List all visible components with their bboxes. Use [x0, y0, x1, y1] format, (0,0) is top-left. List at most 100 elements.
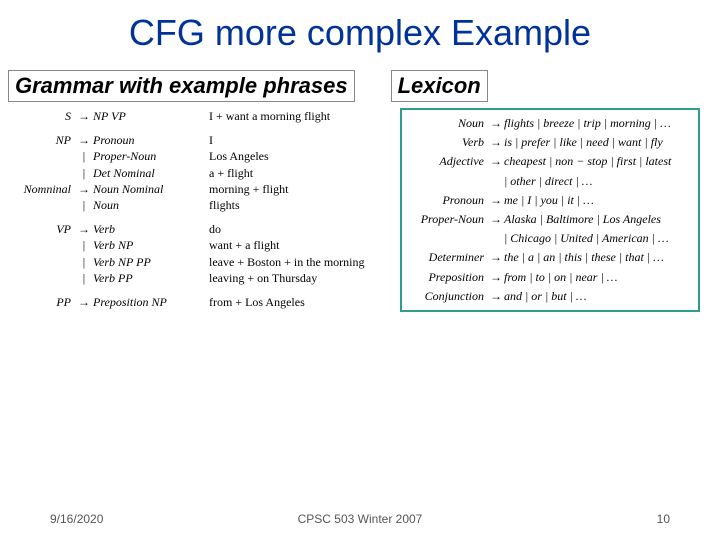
lex-rhs: and | or | but | …: [504, 287, 692, 306]
rule-arrow: |: [75, 237, 93, 253]
rule-example: Los Angeles: [203, 148, 390, 164]
lex-rhs: Alaska | Baltimore | Los Angeles: [504, 210, 692, 229]
lexicon-rule: Proper-Noun→Alaska | Baltimore | Los Ang…: [406, 210, 692, 229]
rule-arrow: |: [75, 148, 93, 164]
lex-lhs: Determiner: [406, 248, 488, 267]
rule-rhs: Verb NP PP: [93, 254, 203, 270]
lex-arrow: →: [488, 133, 504, 152]
rule-rhs: Noun: [93, 197, 203, 213]
rule-rhs: Verb NP: [93, 237, 203, 253]
rule-lhs: S: [10, 108, 75, 124]
rule-example: I: [203, 132, 390, 148]
rule-arrow: |: [75, 270, 93, 286]
lex-lhs: Pronoun: [406, 191, 488, 210]
lex-lhs: [406, 172, 488, 191]
slide-footer: 9/16/2020 CPSC 503 Winter 2007 10: [0, 512, 720, 526]
rule-arrow: →: [75, 181, 93, 197]
grammar-rule: |Det Nominala + flight: [10, 165, 390, 181]
rule-example: do: [203, 221, 390, 237]
lex-rhs: is | prefer | like | need | want | fly: [504, 133, 692, 152]
lex-arrow: [488, 229, 504, 248]
lex-lhs: Proper-Noun: [406, 210, 488, 229]
rule-example: I + want a morning flight: [203, 108, 390, 124]
lexicon-rule: Adjective→cheapest | non − stop | first …: [406, 152, 692, 171]
rule-rhs: Proper-Noun: [93, 148, 203, 164]
grammar-rule: |Nounflights: [10, 197, 390, 213]
grammar-rule: VP→Verbdo: [10, 221, 390, 237]
slide-title: CFG more complex Example: [0, 0, 720, 62]
rule-lhs: [10, 237, 75, 253]
rule-example: flights: [203, 197, 390, 213]
content-area: S→NP VPI + want a morning flightNP→Prono…: [0, 108, 720, 312]
rule-rhs: Pronoun: [93, 132, 203, 148]
lex-arrow: →: [488, 210, 504, 229]
grammar-rule: NP→PronounI: [10, 132, 390, 148]
rule-lhs: [10, 197, 75, 213]
lex-lhs: Adjective: [406, 152, 488, 171]
lex-arrow: [488, 172, 504, 191]
rule-lhs: NP: [10, 132, 75, 148]
footer-date: 9/16/2020: [50, 512, 103, 526]
lex-rhs: | other | direct | …: [504, 172, 692, 191]
lexicon-rule: Conjunction→and | or | but | …: [406, 287, 692, 306]
lex-rhs: cheapest | non − stop | first | latest: [504, 152, 692, 171]
lex-arrow: →: [488, 268, 504, 287]
rule-arrow: |: [75, 254, 93, 270]
rule-lhs: [10, 165, 75, 181]
rule-example: leave + Boston + in the morning: [203, 254, 390, 270]
lexicon-header: Lexicon: [391, 70, 488, 102]
rule-lhs: [10, 254, 75, 270]
lex-rhs: the | a | an | this | these | that | …: [504, 248, 692, 267]
rule-lhs: [10, 148, 75, 164]
rule-lhs: VP: [10, 221, 75, 237]
lexicon-rule: Verb→is | prefer | like | need | want | …: [406, 133, 692, 152]
section-headers: Grammar with example phrases Lexicon: [0, 70, 720, 102]
grammar-rule: |Proper-NounLos Angeles: [10, 148, 390, 164]
rule-example: from + Los Angeles: [203, 294, 390, 310]
lex-rhs: flights | breeze | trip | morning | …: [504, 114, 692, 133]
lexicon-rule: Preposition→from | to | on | near | …: [406, 268, 692, 287]
lex-lhs: Verb: [406, 133, 488, 152]
lex-arrow: →: [488, 248, 504, 267]
grammar-rule: |Verb NP PPleave + Boston + in the morni…: [10, 254, 390, 270]
lexicon-rule: | other | direct | …: [406, 172, 692, 191]
grammar-header: Grammar with example phrases: [8, 70, 355, 102]
lexicon-rule: Noun→flights | breeze | trip | morning |…: [406, 114, 692, 133]
rule-arrow: →: [75, 221, 93, 237]
grammar-rule: Nomninal→Noun Nominalmorning + flight: [10, 181, 390, 197]
rule-arrow: →: [75, 108, 93, 124]
lexicon-rules: Noun→flights | breeze | trip | morning |…: [400, 108, 700, 312]
rule-lhs: [10, 270, 75, 286]
rule-arrow: |: [75, 165, 93, 181]
rule-rhs: Det Nominal: [93, 165, 203, 181]
grammar-rule: S→NP VPI + want a morning flight: [10, 108, 390, 124]
grammar-rule: PP→Preposition NPfrom + Los Angeles: [10, 294, 390, 310]
lex-rhs: | Chicago | United | American | …: [504, 229, 692, 248]
rule-arrow: →: [75, 294, 93, 310]
lex-rhs: from | to | on | near | …: [504, 268, 692, 287]
footer-page: 10: [657, 512, 670, 526]
rule-rhs: Preposition NP: [93, 294, 203, 310]
rule-rhs: NP VP: [93, 108, 203, 124]
lex-lhs: Conjunction: [406, 287, 488, 306]
lexicon-rule: Pronoun→me | I | you | it | …: [406, 191, 692, 210]
lex-rhs: me | I | you | it | …: [504, 191, 692, 210]
rule-arrow: |: [75, 197, 93, 213]
lexicon-rule: Determiner→the | a | an | this | these |…: [406, 248, 692, 267]
lex-lhs: Preposition: [406, 268, 488, 287]
rule-example: a + flight: [203, 165, 390, 181]
rule-example: want + a flight: [203, 237, 390, 253]
lex-arrow: →: [488, 152, 504, 171]
rule-example: leaving + on Thursday: [203, 270, 390, 286]
rule-example: morning + flight: [203, 181, 390, 197]
lex-arrow: →: [488, 191, 504, 210]
lex-arrow: →: [488, 114, 504, 133]
grammar-rule: |Verb NPwant + a flight: [10, 237, 390, 253]
rule-lhs: Nomninal: [10, 181, 75, 197]
lex-lhs: Noun: [406, 114, 488, 133]
rule-rhs: Noun Nominal: [93, 181, 203, 197]
rule-lhs: PP: [10, 294, 75, 310]
rule-rhs: Verb: [93, 221, 203, 237]
grammar-rules: S→NP VPI + want a morning flightNP→Prono…: [10, 108, 390, 312]
footer-course: CPSC 503 Winter 2007: [0, 512, 720, 526]
